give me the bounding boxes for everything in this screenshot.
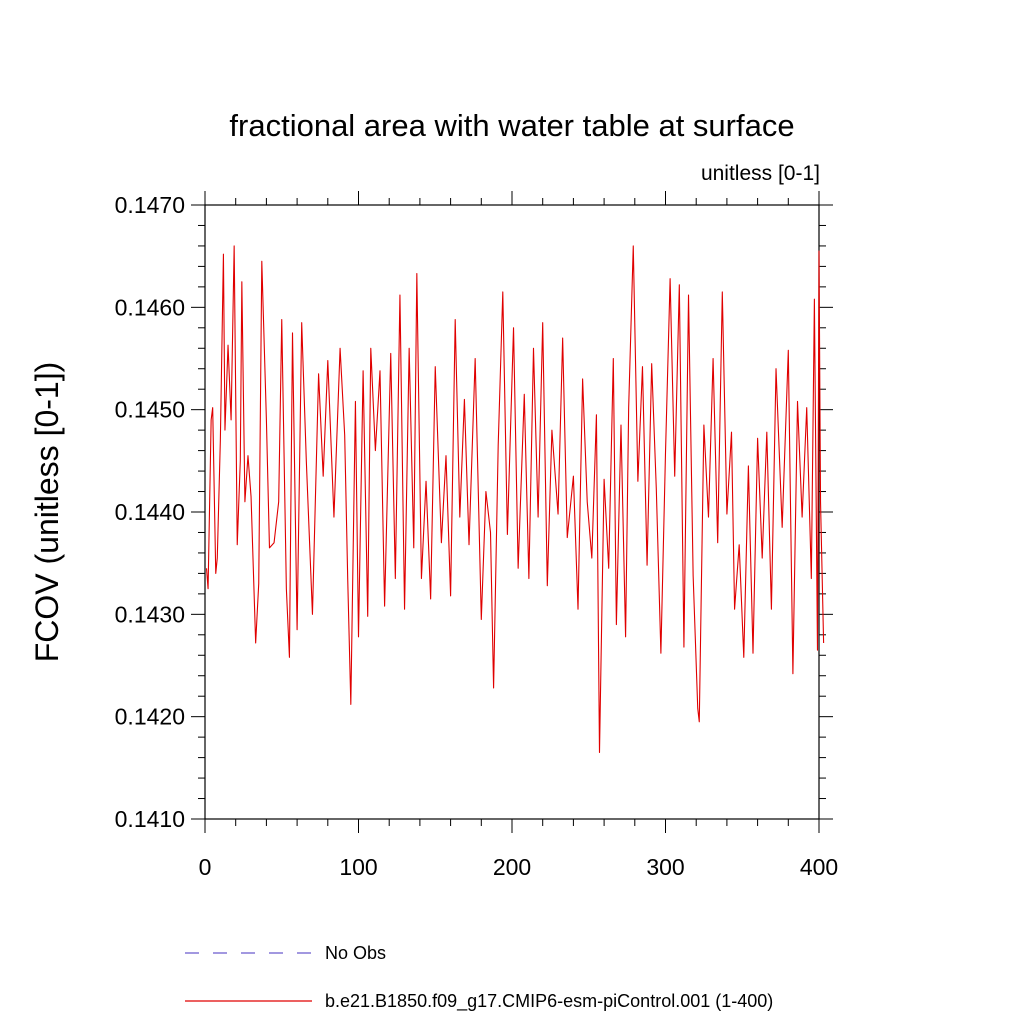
y-tick-label: 0.1420 xyxy=(115,704,185,730)
x-tick-label: 300 xyxy=(646,854,684,880)
x-tick-label: 200 xyxy=(493,854,531,880)
y-tick-label: 0.1440 xyxy=(115,499,185,525)
legend-label-no-obs: No Obs xyxy=(325,943,386,963)
y-tick-label: 0.1450 xyxy=(115,397,185,423)
legend: No Obs b.e21.B1850.f09_g17.CMIP6-esm-piC… xyxy=(185,943,773,1012)
series-line xyxy=(205,245,825,754)
axis-tick-labels: 0 100 200 300 400 0.1410 0.1420 0.1430 0.1440 0.1… xyxy=(115,192,839,880)
x-tick-label: 400 xyxy=(800,854,838,880)
chart-title: fractional area with water table at surf… xyxy=(229,108,794,143)
x-tick-label: 100 xyxy=(339,854,377,880)
y-tick-label: 0.1470 xyxy=(115,192,185,218)
x-tick-label: 0 xyxy=(199,854,212,880)
y-tick-label: 0.1430 xyxy=(115,601,185,627)
legend-label-control: b.e21.B1850.f09_g17.CMIP6-esm-piControl.… xyxy=(325,991,773,1012)
y-axis-label: FCOV (unitless [0-1]) xyxy=(29,362,65,663)
y-tick-label: 0.1460 xyxy=(115,294,185,320)
y-tick-label: 0.1410 xyxy=(115,806,185,832)
axis-ticks xyxy=(191,191,833,833)
chart-subtitle: unitless [0-1] xyxy=(701,162,820,185)
